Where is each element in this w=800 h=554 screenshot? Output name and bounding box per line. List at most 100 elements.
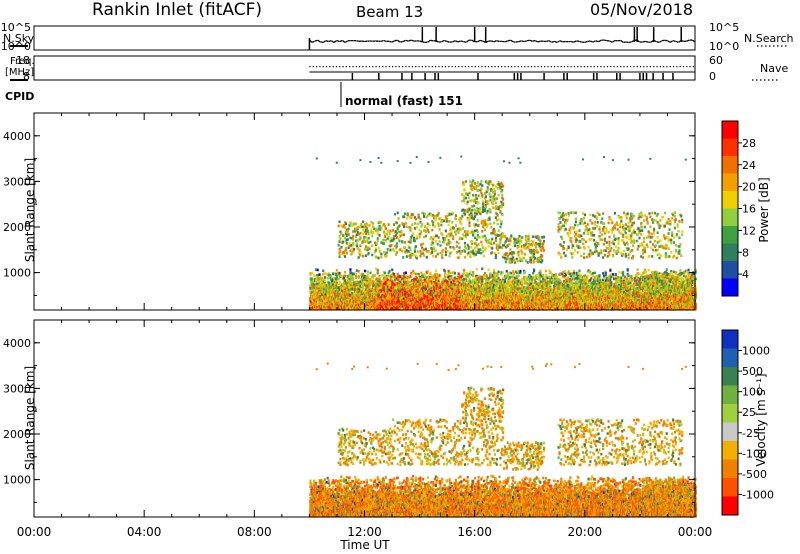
freq-dot [342,66,343,67]
freq-panel: Freq. [MHz] 18 8 60 0 Nave [5,54,788,83]
noise-sky-segment [659,41,662,43]
noise-sky-segment [403,40,406,41]
power-cell [396,232,398,235]
noise-sky-segment [546,41,549,42]
freq-dot [316,66,317,67]
power-cell [411,223,413,226]
power-data [309,156,696,311]
power-cell [361,226,363,229]
power-cell [311,272,313,275]
noise-sky-segment [530,40,533,41]
power-cell [408,277,410,280]
power-cell [396,251,398,254]
power-cell [393,249,395,252]
power-cell [411,254,413,257]
freq-left-tick-top: 18 [16,54,30,67]
power-cell [378,276,380,279]
power-cell [399,278,401,281]
power-cell [367,273,369,276]
power-cell [339,250,341,253]
noise-sky-segment [524,41,527,42]
power-cell [350,278,352,281]
power-cell [383,251,385,254]
power-cell [358,276,360,279]
power-cell [344,237,346,240]
power-cell [367,230,369,233]
freq-dot [590,66,591,67]
power-cell [377,272,379,275]
power-cell [401,250,403,253]
power-cell [408,250,410,253]
power-cell [384,235,386,238]
power-cell [344,255,346,258]
freq-dot [660,66,661,67]
power-cell [372,276,374,279]
power-cell [382,274,384,277]
power-cell [359,159,361,161]
power-cell [399,235,401,238]
power-cell [354,230,356,233]
power-cell [387,279,389,282]
power-cell [400,230,402,233]
power-cell [345,222,347,225]
freq-dot [409,66,410,67]
power-cell [348,278,350,281]
power-cell [371,235,373,238]
power-cell [386,251,388,254]
power-cell [388,289,390,292]
freq-dot [389,66,390,67]
noise-sky-segment [687,40,690,41]
noise-sky-segment [590,41,593,42]
power-cell [401,241,403,244]
freq-dot [385,66,386,67]
freq-dot [402,66,403,67]
power-cell [385,227,387,230]
power-cell [370,229,372,232]
freq-dot [607,66,608,67]
freq-dot [323,66,324,67]
power-cell [355,281,357,284]
power-cell [366,281,368,284]
noise-sky-segment [453,41,456,42]
noise-sky-segment [411,40,414,41]
power-cell [393,273,395,276]
power-cell [348,233,350,236]
freq-dot [534,66,535,67]
power-cell [328,274,330,277]
freq-dot [680,66,681,67]
power-cell [349,237,351,240]
freq-dot [313,66,314,67]
freq-dot [379,66,380,67]
power-cell [403,272,405,275]
power-cell [345,247,347,250]
power-cell [360,254,362,257]
power-cell [339,253,341,256]
power-cell [377,240,379,243]
power-cell [359,244,361,247]
power-cell [316,157,318,159]
power-cell [372,222,374,225]
power-cell [380,226,382,229]
freq-dot [415,66,416,67]
freq-dot [418,66,419,67]
noise-sky-segment [596,41,599,42]
power-cell [348,245,350,248]
power-cell [356,234,358,237]
power-cell [388,232,390,235]
power-cell [404,241,406,244]
freq-dot [663,66,664,67]
noise-sky-segment [466,40,469,42]
freq-dot [442,66,443,67]
power-cell [398,284,400,287]
noise-sky-segment [588,41,591,42]
power-cell [338,225,340,228]
power-cell [359,236,361,239]
power-cell [386,233,388,236]
power-cell [406,225,408,228]
power-cell [317,269,319,272]
freq-dot [551,66,552,67]
freq-dot [435,66,436,67]
noise-sky-segment [557,41,560,43]
freq-dot [514,66,515,67]
power-cell [348,275,350,278]
